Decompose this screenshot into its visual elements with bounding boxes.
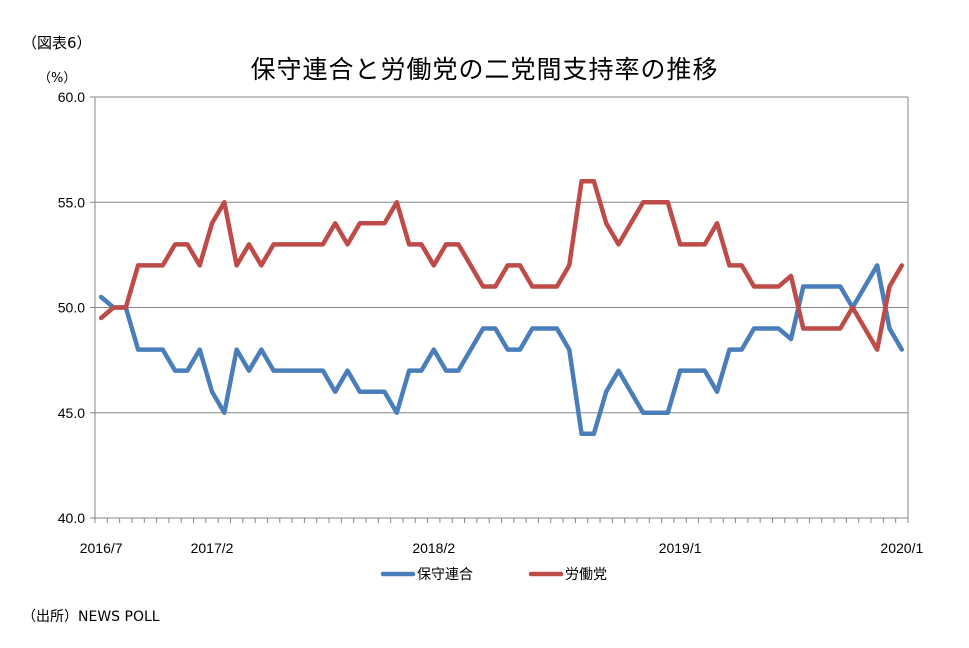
y-tick-label: 55.0 bbox=[58, 194, 85, 210]
y-axis-unit: （%） bbox=[38, 71, 77, 86]
series-line-1 bbox=[98, 263, 905, 437]
x-tick-label: 2017/2 bbox=[191, 540, 234, 556]
x-tick-label: 2020/1 bbox=[880, 540, 923, 556]
y-tick-label: 40.0 bbox=[58, 510, 85, 526]
legend-label-2: 労働党 bbox=[565, 567, 607, 583]
legend: 保守連合 労働党 bbox=[380, 567, 607, 583]
source-note: （出所）NEWS POLL bbox=[22, 609, 160, 625]
series-line-2 bbox=[98, 178, 905, 352]
y-tick-labels: 40.0 45.0 50.0 55.0 60.0 bbox=[58, 89, 85, 526]
gridlines bbox=[95, 96, 908, 519]
y-tick-label: 45.0 bbox=[58, 405, 85, 421]
x-tick-labels: 2016/7 2017/2 2018/2 2019/1 2020/1 bbox=[80, 540, 924, 556]
chart-title: 保守連合と労働党の二党間支持率の推移 bbox=[250, 55, 719, 84]
axes bbox=[90, 96, 909, 523]
legend-label-1: 保守連合 bbox=[417, 567, 473, 583]
y-tick-label: 50.0 bbox=[58, 300, 85, 316]
x-tick-label: 2016/7 bbox=[80, 540, 123, 556]
figure-label: （図表6） bbox=[22, 34, 92, 52]
y-tick-label: 60.0 bbox=[58, 89, 85, 105]
series-lines bbox=[98, 178, 905, 437]
x-tick-label: 2019/1 bbox=[659, 540, 702, 556]
x-tick-label: 2018/2 bbox=[412, 540, 455, 556]
